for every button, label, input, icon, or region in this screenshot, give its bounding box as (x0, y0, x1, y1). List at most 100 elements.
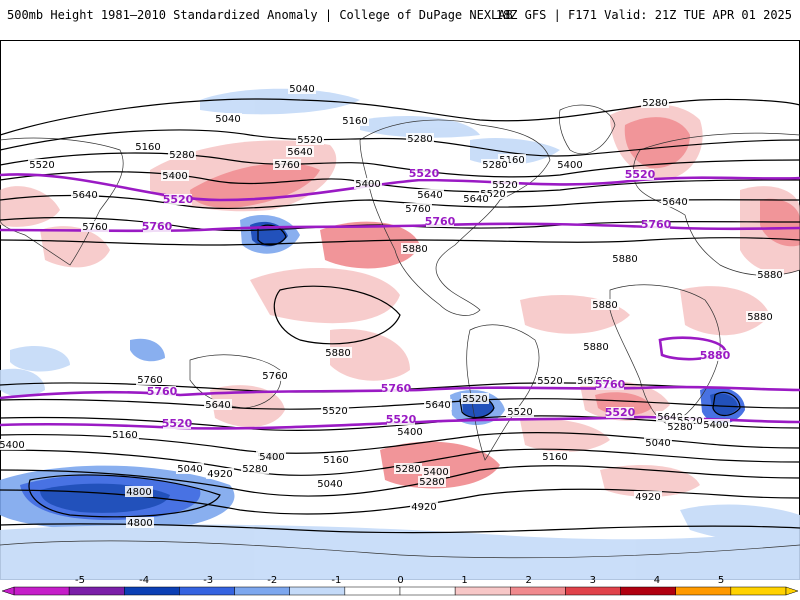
contour-label: 5760 (274, 160, 299, 171)
contour-label: 5280 (642, 98, 667, 109)
contour-label: 5520 (480, 189, 505, 200)
label-background (634, 491, 662, 502)
header-bar: 500mb Height 1981–2010 Standardized Anom… (0, 0, 800, 40)
label-background (125, 486, 153, 497)
colorbar-tick-label: 1 (461, 575, 467, 586)
label-background (644, 437, 672, 448)
label-background (163, 418, 191, 429)
contour-label: 4920 (411, 502, 436, 513)
label-background (206, 468, 234, 479)
contour-label: 5160 (342, 116, 367, 127)
ref-line-north-5520 (0, 173, 800, 202)
colorbar-min-arrow (1, 586, 15, 596)
anomaly-neg (470, 138, 560, 166)
label-background (422, 466, 450, 477)
label-background (641, 97, 669, 108)
label-background (401, 243, 429, 254)
reference-contour-label: 5760 (381, 382, 412, 395)
label-background (591, 299, 619, 310)
label-background (416, 189, 444, 200)
contour-label: 4800 (127, 518, 152, 529)
contour-label: 5640 (287, 147, 312, 158)
label-background (596, 379, 624, 390)
label-background (410, 501, 438, 512)
label-background (134, 141, 162, 152)
reference-contour-label: 5760 (641, 218, 672, 231)
label-background (404, 203, 432, 214)
colorbar-tick-label: 4 (654, 575, 660, 586)
label-background (0, 439, 26, 450)
label-background (28, 159, 56, 170)
contour-label: 5160 (323, 455, 348, 466)
contour-label: 5520 (462, 394, 487, 405)
colorbar-swatch (510, 586, 566, 596)
contour-label: 5280 (482, 160, 507, 171)
contour-label: 4800 (126, 487, 151, 498)
colorbar-tick-label: -5 (75, 575, 85, 586)
colorbar-tick-label: -2 (267, 575, 277, 586)
label-background (410, 168, 438, 179)
reference-contour-label: 5520 (162, 417, 193, 430)
contour-label: 5640 (417, 190, 442, 201)
contour-label: 4920 (635, 492, 660, 503)
colorbar-swatch (399, 586, 456, 596)
contour-label: 5400 (259, 452, 284, 463)
label-background (396, 426, 424, 437)
label-background (536, 375, 564, 386)
contour-label: 5520 (322, 406, 347, 417)
australia-coast (189, 354, 282, 409)
contour-label: 5400 (397, 427, 422, 438)
contour-label: 5640 (72, 190, 97, 201)
label-background (666, 421, 694, 432)
label-background (506, 406, 534, 417)
label-background (126, 517, 154, 528)
colorbar-swatch (179, 586, 235, 596)
label-background (324, 347, 352, 358)
anomaly-neg (680, 504, 800, 550)
reference-contour-label: 5760 (142, 220, 173, 233)
contour-label: 5880 (747, 312, 772, 323)
label-background (424, 399, 452, 410)
contour-label: 5880 (612, 254, 637, 265)
colorbar-ticks: -5 -4 -3 -2 -1 0 1 2 3 4 5 (75, 575, 724, 586)
reference-contour-label: 5520 (386, 413, 417, 426)
map-title: 500mb Height 1981–2010 Standardized Anom… (7, 8, 513, 22)
contour-label: 5880 (592, 300, 617, 311)
contour-label: 5040 (215, 114, 240, 125)
label-background (642, 219, 670, 230)
colorbar-swatch (565, 586, 621, 596)
colorbar-max-arrow (785, 586, 799, 596)
label-background (394, 463, 422, 474)
anomaly-neg (360, 115, 480, 138)
contour-label: 5160 (542, 452, 567, 463)
contour-label: 5640 (205, 400, 230, 411)
label-background (273, 159, 301, 170)
label-background (136, 374, 164, 385)
colorbar-swatch (454, 586, 511, 596)
label-background (406, 133, 434, 144)
colorbar-swatch (124, 586, 180, 596)
label-background (756, 269, 784, 280)
label-background (541, 451, 569, 462)
contour-label: 5040 (317, 479, 342, 490)
label-background (354, 178, 382, 189)
colorbar-swatch (13, 586, 70, 596)
contour-label: 5880 (757, 270, 782, 281)
contour-label: 5280 (407, 134, 432, 145)
north-america-coast (359, 119, 551, 316)
ref-line-north-5760 (0, 222, 800, 233)
label-background (258, 451, 286, 462)
label-background (286, 146, 314, 157)
label-background (606, 407, 634, 418)
label-background (498, 154, 526, 165)
contour-label: 5040 (177, 464, 202, 475)
label-background (746, 311, 774, 322)
contour-label: 5280 (242, 464, 267, 475)
anomaly-pos (190, 162, 320, 208)
label-background (701, 350, 729, 361)
anomaly-neg (710, 393, 738, 416)
label-background (81, 221, 109, 232)
label-background (241, 463, 269, 474)
label-background (582, 341, 610, 352)
